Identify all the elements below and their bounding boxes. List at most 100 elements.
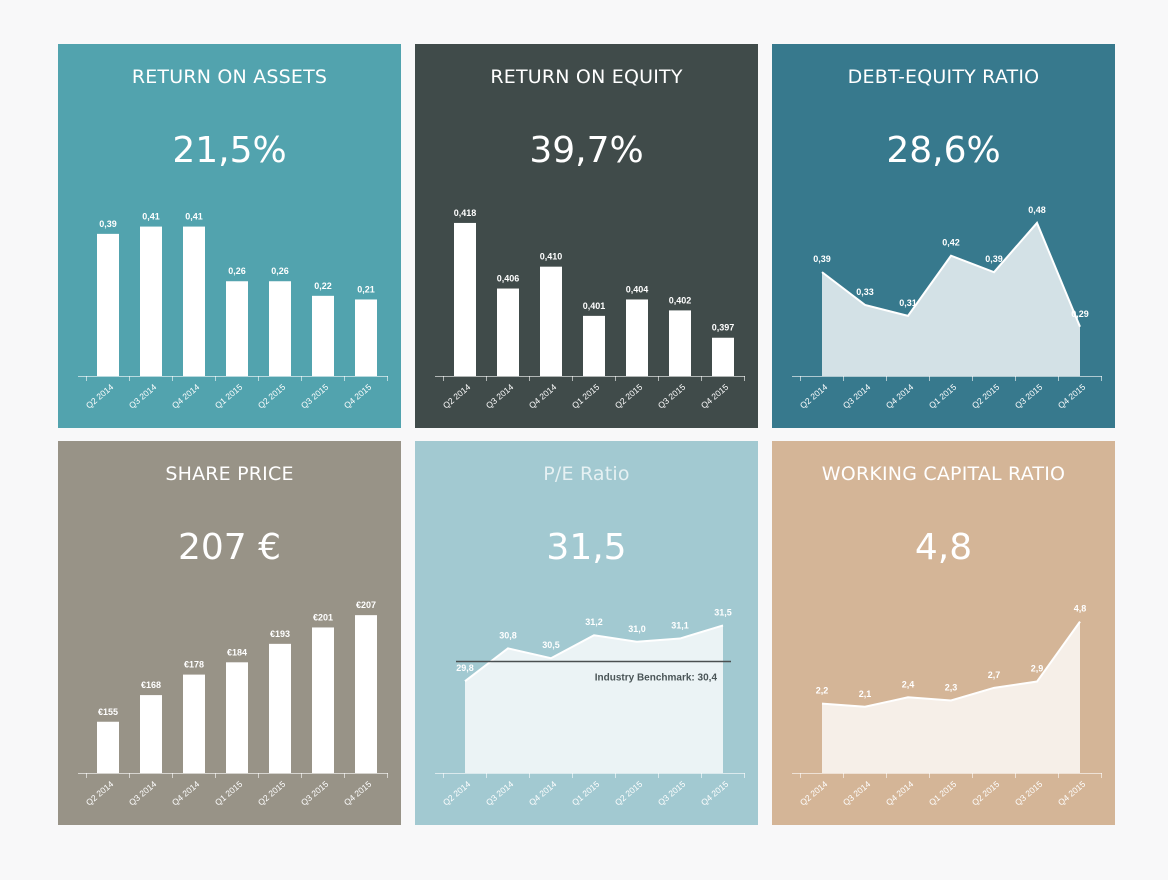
x-tick-label: Q4 2015 [342,779,374,808]
data-label: 0,406 [497,274,520,284]
data-label: €178 [184,660,204,670]
bar [97,233,119,376]
data-label: €184 [227,647,247,657]
x-tick-label: Q2 2015 [256,382,288,411]
data-label: 0,41 [142,212,160,222]
card-title: SHARE PRICE [165,463,294,485]
area-fill [822,222,1080,376]
bar-chart: Q2 2014 Q3 2014 Q4 2014 Q1 2015 Q2 2015 Q3 20… [435,208,745,411]
x-tick-label: Q3 2014 [484,779,516,808]
card-title: WORKING CAPITAL RATIO [821,463,1066,485]
x-tick-label: Q2 2014 [798,779,830,808]
kpi-value: 28,6% [886,130,1001,171]
bar [497,288,519,376]
x-tick-label: Q3 2015 [1013,382,1045,411]
data-label: 2,7 [988,670,1001,680]
area-chart: Q2 2014 Q3 2014 Q4 2014 Q1 2015 Q2 2015 Q3 20… [792,604,1102,808]
x-tick-label: Q4 2014 [527,382,559,411]
card-title: P/E Ratio [543,463,630,485]
bar [97,721,119,773]
data-label: 0,41 [185,212,203,222]
data-label: €207 [356,600,376,610]
x-tick-label: Q4 2014 [170,382,202,411]
area-chart: Q2 2014 Q3 2014 Q4 2014 Q1 2015 Q2 2015 Q3 20… [435,607,745,808]
data-label: 0,29 [1071,309,1089,319]
data-label: 0,402 [669,295,692,305]
bar [355,615,377,773]
x-tick-label: Q2 2014 [441,779,473,808]
data-label: 0,410 [540,252,563,262]
card-share-price: SHARE PRICE 207 € Q2 2014 Q3 2014 Q4 2014 Q… [58,441,401,825]
x-tick-label: Q2 2015 [613,779,645,808]
card-working-capital-ratio: WORKING CAPITAL RATIO 4,8 Q2 2014 Q3 2014… [772,441,1115,825]
data-label: 2,3 [945,682,958,692]
bar [312,627,334,773]
x-tick-label: Q3 2014 [127,779,159,808]
series-line [464,624,724,682]
x-tick-label: Q4 2014 [884,779,916,808]
bar [626,299,648,376]
bar [226,281,248,376]
x-tick-label: Q4 2015 [1056,779,1088,808]
card-title: RETURN ON ASSETS [131,66,328,88]
data-label: 0,31 [899,298,917,308]
x-tick-label: Q3 2014 [127,382,159,411]
bar [712,337,734,376]
data-label: 29,8 [456,663,474,673]
x-tick-label: Q3 2015 [299,382,331,411]
bar [454,222,476,376]
data-label: 0,404 [626,284,649,294]
data-label: 0,21 [357,284,375,294]
kpi-value: 207 € [177,527,282,568]
series-line [821,621,1081,708]
card-title: DEBT-EQUITY RATIO [847,66,1040,88]
data-label: 0,22 [314,281,332,291]
card-return-on-assets: RETURN ON ASSETS 21,5% Q2 2014 Q3 2014 Q4 … [58,44,401,428]
data-label: 31,1 [671,621,689,631]
benchmark-label: Industry Benchmark: 30,4 [595,672,718,683]
kpi-value: 4,8 [914,527,973,568]
area-fill [465,625,723,773]
x-tick-label: Q1 2015 [927,382,959,411]
data-label: 0,48 [1028,205,1046,215]
x-tick-label: Q3 2015 [1013,779,1045,808]
data-label: 31,5 [714,607,732,617]
x-tick-label: Q2 2014 [84,779,116,808]
data-label: €155 [98,707,118,717]
bar [269,643,291,773]
data-label: 0,39 [985,254,1003,264]
data-label: 0,401 [583,301,606,311]
bar [140,226,162,376]
x-tick-label: Q2 2015 [970,382,1002,411]
data-label: 2,9 [1031,664,1044,674]
data-label: 2,2 [816,686,829,696]
data-label: 2,1 [859,689,872,699]
bar [312,295,334,376]
x-tick-label: Q4 2015 [699,382,731,411]
card-return-on-equity: RETURN ON EQUITY 39,7% Q2 2014 Q3 2014 Q4 … [415,44,758,428]
data-label: 2,4 [902,679,915,689]
data-label: 0,397 [712,323,735,333]
x-tick-label: Q1 2015 [927,779,959,808]
x-tick-label: Q2 2015 [256,779,288,808]
x-tick-label: Q3 2014 [484,382,516,411]
bar [183,226,205,376]
bar [669,310,691,376]
data-label: 30,8 [499,630,517,640]
data-label: 0,418 [454,208,477,218]
bar [269,281,291,376]
x-tick-label: Q4 2015 [699,779,731,808]
x-tick-label: Q3 2014 [841,779,873,808]
x-tick-label: Q4 2015 [1056,382,1088,411]
series-line [821,221,1081,328]
kpi-value: 39,7% [529,130,644,171]
x-tick-label: Q4 2014 [527,779,559,808]
area-fill [822,621,1080,773]
data-label: 31,2 [585,617,603,627]
x-tick-label: Q4 2014 [884,382,916,411]
bar-chart: Q2 2014 Q3 2014 Q4 2014 Q1 2015 Q2 2015 Q3 20… [78,600,388,808]
x-tick-label: Q1 2015 [213,779,245,808]
x-tick-label: Q3 2015 [299,779,331,808]
x-tick-label: Q2 2014 [798,382,830,411]
card-debt-equity-ratio: DEBT-EQUITY RATIO 28,6% Q2 2014 Q3 2014 Q4… [772,44,1115,428]
